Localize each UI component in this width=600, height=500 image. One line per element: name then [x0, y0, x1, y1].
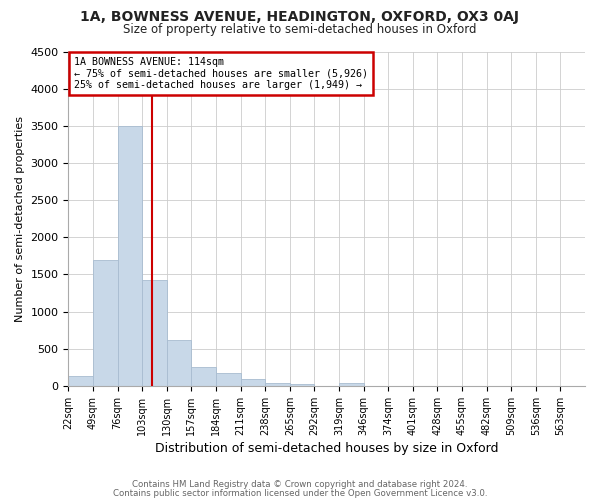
- Text: 1A BOWNESS AVENUE: 114sqm
← 75% of semi-detached houses are smaller (5,926)
25% : 1A BOWNESS AVENUE: 114sqm ← 75% of semi-…: [74, 56, 368, 90]
- Bar: [93, 260, 118, 386]
- Bar: [191, 367, 216, 386]
- Bar: [241, 379, 265, 386]
- Text: Size of property relative to semi-detached houses in Oxford: Size of property relative to semi-detach…: [123, 22, 477, 36]
- Bar: [339, 382, 364, 386]
- Bar: [167, 340, 191, 386]
- Text: Contains HM Land Registry data © Crown copyright and database right 2024.: Contains HM Land Registry data © Crown c…: [132, 480, 468, 489]
- Bar: [118, 126, 142, 386]
- X-axis label: Distribution of semi-detached houses by size in Oxford: Distribution of semi-detached houses by …: [155, 442, 499, 455]
- Bar: [68, 376, 93, 386]
- Text: 1A, BOWNESS AVENUE, HEADINGTON, OXFORD, OX3 0AJ: 1A, BOWNESS AVENUE, HEADINGTON, OXFORD, …: [80, 10, 520, 24]
- Bar: [265, 382, 290, 386]
- Bar: [216, 373, 241, 386]
- Bar: [142, 280, 167, 386]
- Y-axis label: Number of semi-detached properties: Number of semi-detached properties: [15, 116, 25, 322]
- Text: Contains public sector information licensed under the Open Government Licence v3: Contains public sector information licen…: [113, 488, 487, 498]
- Bar: [290, 384, 314, 386]
